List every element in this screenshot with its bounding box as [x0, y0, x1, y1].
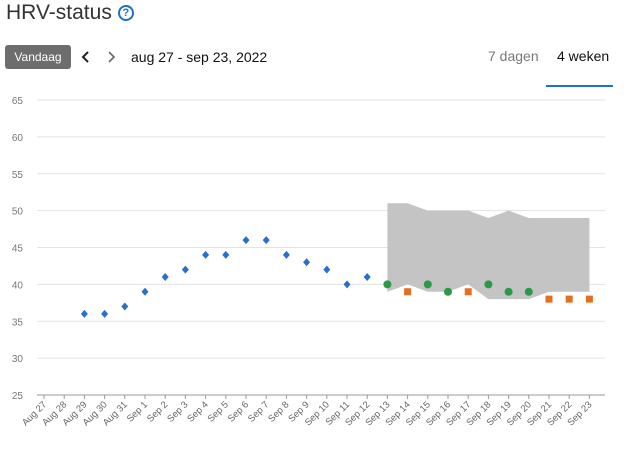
- x-tick-label: Sep 1: [125, 399, 150, 424]
- today-button[interactable]: Vandaag: [5, 45, 71, 69]
- page-title: HRV-status: [6, 1, 112, 24]
- question-circle-icon[interactable]: ?: [117, 5, 134, 21]
- data-point-diamond: [181, 265, 189, 274]
- y-tick-label: 50: [12, 207, 24, 218]
- y-tick-label: 65: [12, 96, 24, 107]
- x-tick-label: Sep 6: [226, 399, 251, 424]
- data-point-square: [464, 288, 472, 296]
- data-point-circle: [504, 287, 513, 296]
- data-point-diamond: [141, 287, 149, 296]
- page-header: HRV-status ?: [6, 0, 134, 26]
- data-point-square: [585, 295, 593, 303]
- tab-4-weeks[interactable]: 4 weken: [557, 48, 610, 64]
- x-tick-label: Sep 8: [266, 399, 291, 424]
- data-point-diamond: [242, 236, 250, 245]
- x-tick-label: Sep 5: [206, 399, 231, 424]
- data-point-circle: [383, 280, 392, 289]
- y-tick-label: 35: [12, 317, 24, 328]
- data-point-diamond: [282, 250, 290, 259]
- chevron-right-icon[interactable]: [101, 46, 121, 68]
- date-range-label: aug 27 - sep 23, 2022: [131, 49, 268, 65]
- data-point-diamond: [262, 236, 270, 245]
- y-tick-label: 45: [12, 244, 24, 255]
- tab-7-days[interactable]: 7 dagen: [488, 48, 539, 64]
- data-point-diamond: [303, 258, 311, 267]
- data-point-square: [545, 295, 553, 303]
- data-point-square: [565, 295, 573, 303]
- data-point-diamond: [222, 250, 230, 259]
- x-tick-label: Sep 7: [246, 399, 271, 424]
- y-tick-label: 25: [12, 391, 24, 402]
- y-tick-label: 30: [12, 354, 24, 365]
- x-tick-label: Sep 3: [165, 399, 190, 424]
- data-point-diamond: [121, 302, 129, 311]
- data-point-diamond: [101, 309, 109, 318]
- data-point-circle: [444, 287, 452, 296]
- data-point-diamond: [363, 273, 371, 281]
- y-tick-label: 60: [12, 133, 24, 144]
- data-point-diamond: [343, 280, 351, 289]
- y-tick-label: 55: [12, 170, 24, 181]
- data-point-diamond: [323, 265, 331, 274]
- data-point-circle: [423, 280, 432, 289]
- chevron-left-icon[interactable]: [76, 46, 96, 68]
- x-tick-label: Sep 2: [145, 399, 170, 424]
- data-point-circle: [524, 287, 533, 296]
- data-point-diamond: [161, 273, 169, 281]
- data-point-diamond: [202, 250, 210, 259]
- baseline-band: [387, 203, 590, 300]
- data-point-square: [404, 288, 412, 296]
- data-point-diamond: [80, 309, 88, 318]
- date-toolbar: Vandaag aug 27 - sep 23, 2022 7 dagen 4 …: [0, 42, 640, 92]
- data-point-circle: [484, 280, 493, 289]
- x-tick-label: Sep 4: [185, 399, 210, 424]
- y-tick-label: 40: [12, 280, 24, 291]
- selected-tab-indicator: [546, 85, 613, 87]
